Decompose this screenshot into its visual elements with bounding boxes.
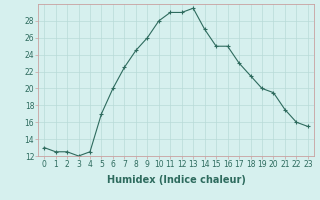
X-axis label: Humidex (Indice chaleur): Humidex (Indice chaleur): [107, 175, 245, 185]
